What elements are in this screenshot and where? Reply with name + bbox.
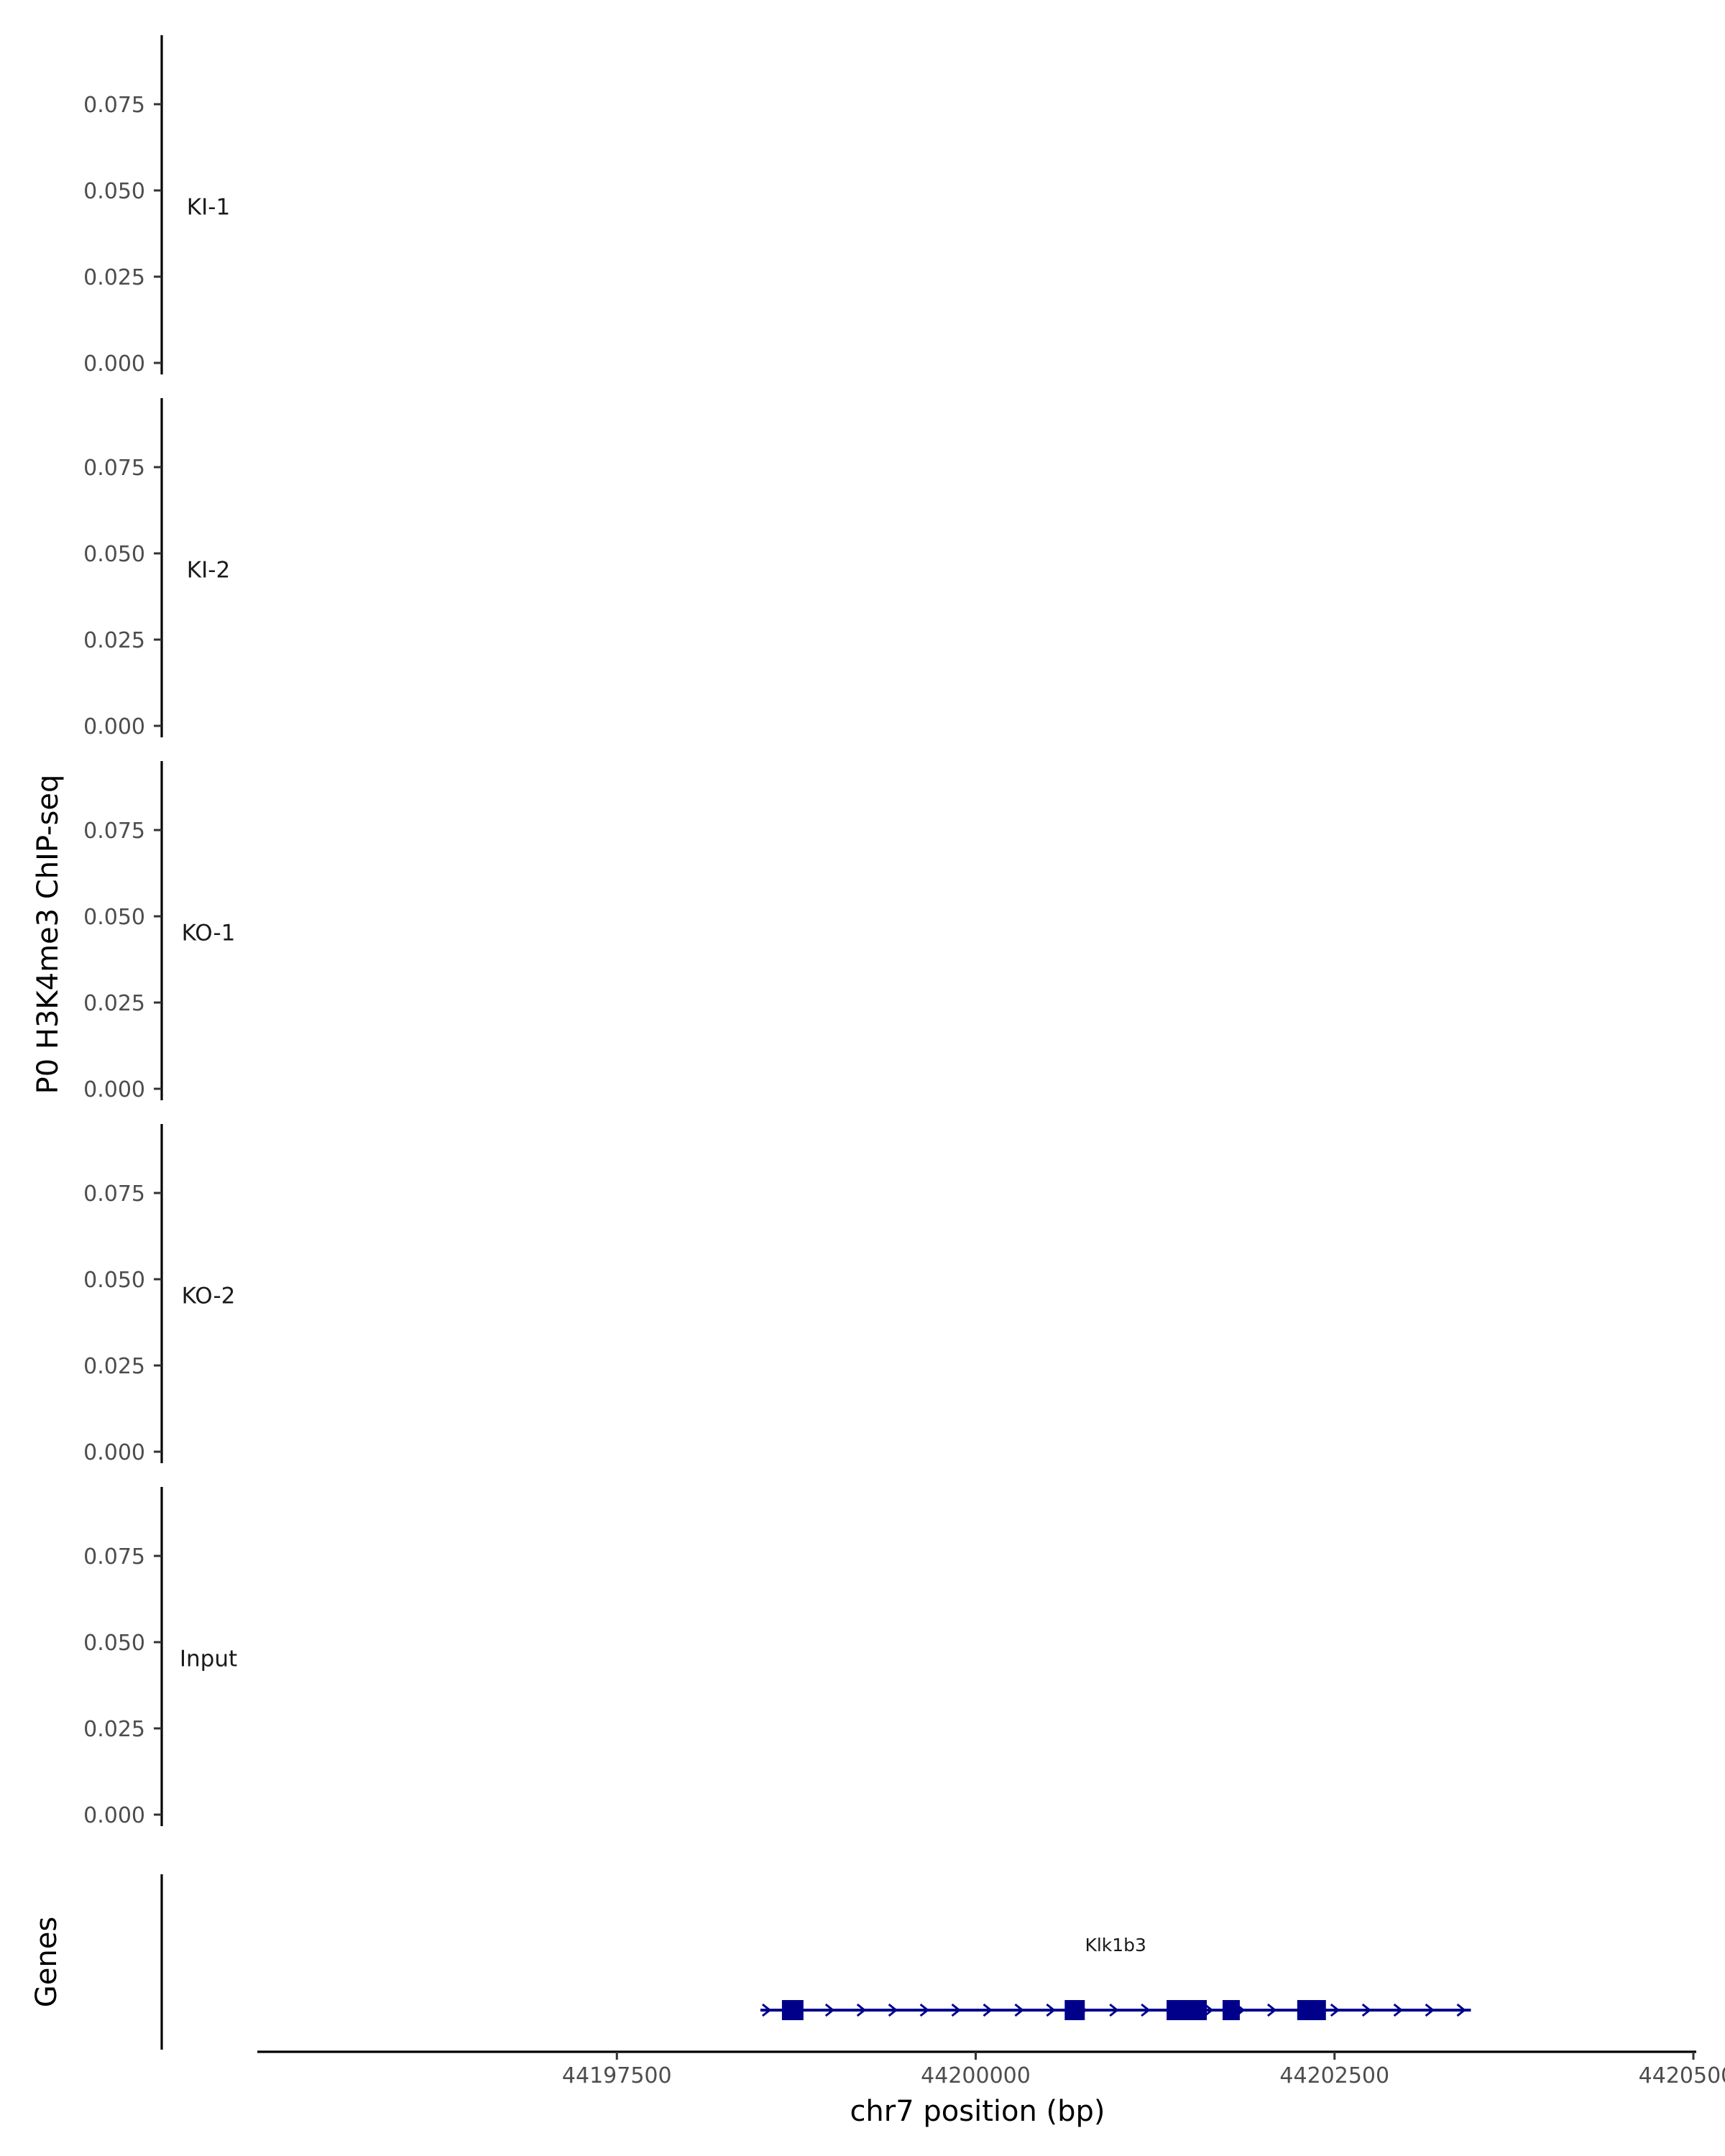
strand-arrow	[919, 2003, 930, 2017]
track-ki-1: 0.000 0.025 0.050 0.075 KI-1	[83, 35, 230, 377]
exon-block	[1167, 2000, 1208, 2020]
y-axis-title: P0 H3K4me3 ChIP-seq	[32, 775, 65, 1095]
track-ki-2: 0.000 0.025 0.050 0.075 KI-2	[83, 398, 230, 740]
y-tick-label: 0.000	[83, 1803, 145, 1828]
strand-arrow	[1046, 2003, 1056, 2017]
strand-arrow	[856, 2003, 867, 2017]
y-tick-label: 0.075	[83, 1544, 145, 1570]
strand-arrow	[951, 2003, 961, 2017]
x-axis-title: chr7 position (bp)	[850, 2095, 1105, 2128]
y-tick-label: 0.075	[83, 819, 145, 844]
y-tick-label: 0.050	[83, 905, 145, 930]
y-tick-label: 0.025	[83, 628, 145, 653]
strand-arrow	[762, 2003, 772, 2017]
track-label: KO-1	[182, 921, 236, 946]
track-label: KO-2	[182, 1284, 236, 1309]
y-tick-label: 0.075	[83, 456, 145, 481]
strand-arrow	[1425, 2003, 1435, 2017]
strand-arrow	[824, 2003, 835, 2017]
y-tick-label: 0.000	[83, 1077, 145, 1102]
y-tick-label: 0.050	[83, 1268, 145, 1293]
strand-arrow	[888, 2003, 898, 2017]
strand-arrow	[1141, 2003, 1151, 2017]
x-tick-label: 44205000	[1639, 2063, 1725, 2088]
y-tick-label: 0.075	[83, 1181, 145, 1207]
x-axis: 44197500 44200000 44202500 44205000	[257, 2050, 1725, 2088]
strand-arrow	[1109, 2003, 1119, 2017]
y-tick-label: 0.000	[83, 714, 145, 740]
strand-arrow	[1014, 2003, 1024, 2017]
strand-arrow	[1330, 2003, 1340, 2017]
genes-track: Genes Klk1b3	[30, 1874, 1471, 2050]
track-label: KI-1	[187, 195, 230, 221]
track-label: Input	[180, 1646, 237, 1672]
y-tick-label: 0.000	[83, 1440, 145, 1465]
strand-arrow	[983, 2003, 993, 2017]
strand-arrow	[1393, 2003, 1404, 2017]
exon-block	[1222, 2000, 1240, 2020]
y-tick-label: 0.050	[83, 179, 145, 204]
exon-block	[1297, 2000, 1326, 2020]
y-tick-label: 0.025	[83, 1717, 145, 1742]
track-ko-2: 0.000 0.025 0.050 0.075 KO-2	[83, 1124, 236, 1465]
gene-name-label: Klk1b3	[1085, 1935, 1146, 1955]
strand-arrow	[1456, 2003, 1466, 2017]
y-tick-label: 0.025	[83, 991, 145, 1016]
tracks-layer: 0.0000.0250.0500.075KI-10.0000.0250.0500…	[83, 35, 237, 1828]
strand-arrow	[1361, 2003, 1372, 2017]
y-tick-label: 0.000	[83, 351, 145, 377]
strand-arrow	[1266, 2003, 1277, 2017]
track-ko-1: 0.000 0.025 0.050 0.075 KO-1	[83, 761, 236, 1102]
strand-arrow	[1204, 2003, 1214, 2017]
y-tick-label: 0.075	[83, 93, 145, 118]
y-tick-label: 0.050	[83, 1631, 145, 1656]
track-input: 0.000 0.025 0.050 0.075 Input	[83, 1487, 237, 1828]
track-label: KI-2	[187, 558, 230, 584]
exon-block	[1064, 2000, 1085, 2020]
x-tick-label: 44200000	[921, 2063, 1031, 2088]
y-tick-label: 0.025	[83, 1354, 145, 1379]
genes-track-label: Genes	[30, 1917, 63, 2007]
exon-block	[781, 2000, 804, 2020]
y-tick-label: 0.050	[83, 542, 145, 567]
x-tick-label: 44197500	[562, 2063, 672, 2088]
y-tick-label: 0.025	[83, 265, 145, 290]
x-tick-label: 44202500	[1279, 2063, 1389, 2088]
